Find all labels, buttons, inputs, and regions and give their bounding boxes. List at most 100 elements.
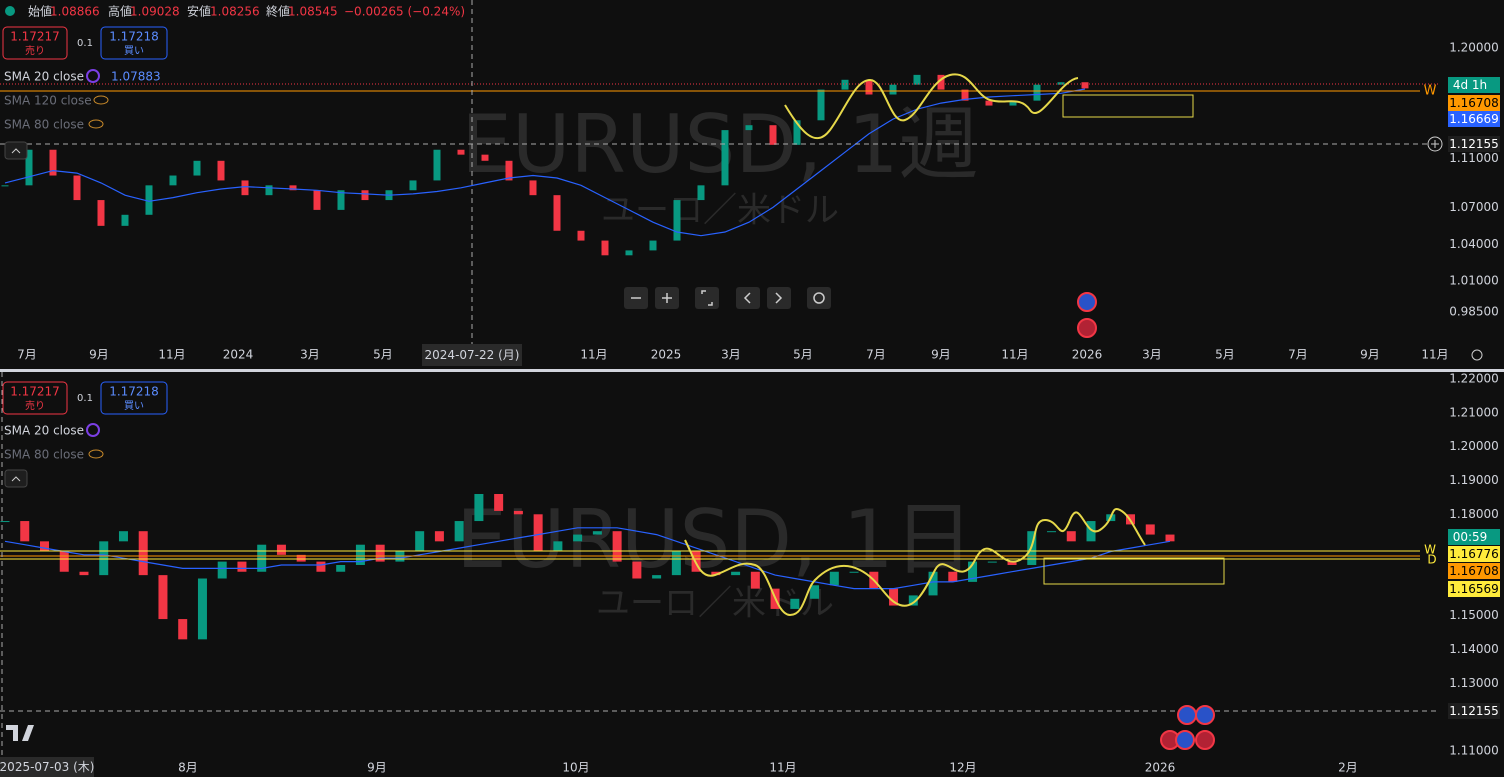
y-tick-label: 1.18000 — [1449, 507, 1499, 521]
time-label: 8月 — [178, 761, 198, 775]
candle — [889, 588, 899, 606]
time-label: 10月 — [562, 761, 589, 775]
candle — [1057, 82, 1065, 85]
legend-value: 1.09028 — [130, 5, 180, 19]
hidden-icon[interactable] — [93, 95, 109, 105]
scroll-right-button[interactable] — [767, 287, 791, 309]
candle — [217, 160, 225, 181]
indicator-name: SMA 20 close — [4, 424, 84, 438]
event-eu[interactable] — [1175, 730, 1195, 750]
hidden-icon[interactable] — [88, 449, 104, 459]
add-alert-button[interactable] — [1427, 136, 1443, 152]
y-tick-label: 1.11000 — [1449, 743, 1499, 757]
price-badge — [1448, 703, 1500, 719]
crosshair-date: 2024-07-22 (月) — [425, 348, 520, 362]
y-tick-label: 1.01000 — [1449, 274, 1499, 288]
candle — [1081, 82, 1089, 89]
collapse-button[interactable] — [4, 141, 28, 160]
candle — [1145, 524, 1155, 535]
candle — [39, 541, 49, 552]
buy-button[interactable] — [100, 381, 168, 415]
y-tick-label: 1.19000 — [1449, 473, 1499, 487]
candle — [529, 180, 537, 196]
buy-price: 1.17218 — [109, 385, 159, 399]
candle — [769, 125, 777, 145]
watermark-description: ユーロ／米ドル — [601, 191, 839, 231]
sell-button[interactable] — [2, 26, 68, 60]
event-us[interactable] — [1077, 318, 1097, 338]
drawing-path[interactable] — [684, 508, 1146, 617]
drawing-path[interactable] — [784, 73, 1079, 139]
countdown-badge — [1448, 529, 1500, 545]
sell-price: 1.17217 — [10, 385, 60, 399]
y-tick-label: 1.11000 — [1449, 151, 1499, 165]
candle — [217, 561, 227, 579]
y-tick-label: 1.21000 — [1449, 405, 1499, 419]
candle — [197, 578, 207, 640]
candle — [415, 531, 425, 552]
drawing-rectangle[interactable] — [1043, 557, 1225, 585]
time-label: 11月 — [158, 348, 185, 362]
indicator-name: SMA 80 close — [4, 118, 84, 132]
drawing-rectangle[interactable] — [1062, 94, 1194, 118]
candle — [961, 89, 969, 101]
candle — [810, 585, 820, 599]
logo[interactable] — [6, 725, 34, 741]
candle — [178, 619, 188, 640]
crosshair-date: 2025-07-03 (木) — [0, 760, 94, 774]
collapse-button[interactable] — [4, 469, 28, 488]
reset-button[interactable] — [807, 287, 831, 309]
candle — [928, 571, 938, 596]
candle — [193, 160, 201, 176]
sell-label: 売り — [25, 399, 45, 412]
candle — [169, 175, 177, 186]
line-tag: W — [1424, 84, 1437, 99]
sma-line — [4, 527, 1171, 590]
countdown: 00:59 — [1453, 530, 1488, 544]
event-icons[interactable] — [1077, 292, 1215, 750]
buy-label: 買い — [124, 400, 144, 412]
candle — [457, 149, 465, 155]
candle — [138, 531, 148, 576]
time-label: 2026 — [1145, 761, 1176, 775]
buy-price: 1.17218 — [109, 30, 159, 44]
sell-button[interactable] — [2, 381, 68, 415]
candle — [1086, 521, 1096, 542]
event-eu[interactable] — [1195, 705, 1215, 725]
countdown: 4d 1h — [1453, 78, 1487, 92]
y-tick-label: 1.13000 — [1449, 676, 1499, 690]
buy-button[interactable] — [100, 26, 168, 60]
event-us[interactable] — [1195, 730, 1215, 750]
candle — [731, 571, 741, 576]
legend-value: 1.08545 — [288, 5, 338, 19]
candle — [289, 185, 297, 191]
candle — [985, 100, 993, 106]
candle — [145, 185, 153, 215]
candle — [889, 84, 897, 95]
candle — [632, 561, 642, 579]
time-label: 2月 — [1338, 761, 1358, 775]
settings-button[interactable] — [1471, 349, 1483, 361]
fit-button[interactable] — [695, 287, 719, 309]
hidden-icon[interactable] — [88, 119, 104, 129]
event-eu[interactable] — [1077, 292, 1097, 312]
candle — [865, 79, 873, 95]
indicator-icon — [86, 423, 100, 437]
price-badge-text: 1.16776 — [1449, 547, 1499, 561]
countdown-badge — [1448, 77, 1500, 93]
candle — [612, 531, 622, 562]
event-eu[interactable] — [1177, 705, 1197, 725]
price-badge-text: 1.16708 — [1449, 564, 1499, 578]
legend-label: 安値 — [187, 4, 211, 19]
candle — [553, 195, 561, 231]
candle — [355, 544, 365, 565]
scroll-left-button[interactable] — [736, 287, 760, 309]
time-axis: 8月 9月 10月 11月 12月 2026 2月 2025-07-03 (木) — [0, 757, 1358, 777]
y-tick-label: 1.07000 — [1449, 200, 1499, 214]
sell-price: 1.17217 — [10, 30, 60, 44]
candle — [1007, 561, 1017, 565]
price-badge-text: 1.12155 — [1449, 137, 1499, 151]
time-label: 11月 — [769, 761, 796, 775]
chart-toolbar — [624, 287, 831, 309]
price-badge-text: 1.16669 — [1449, 112, 1499, 126]
